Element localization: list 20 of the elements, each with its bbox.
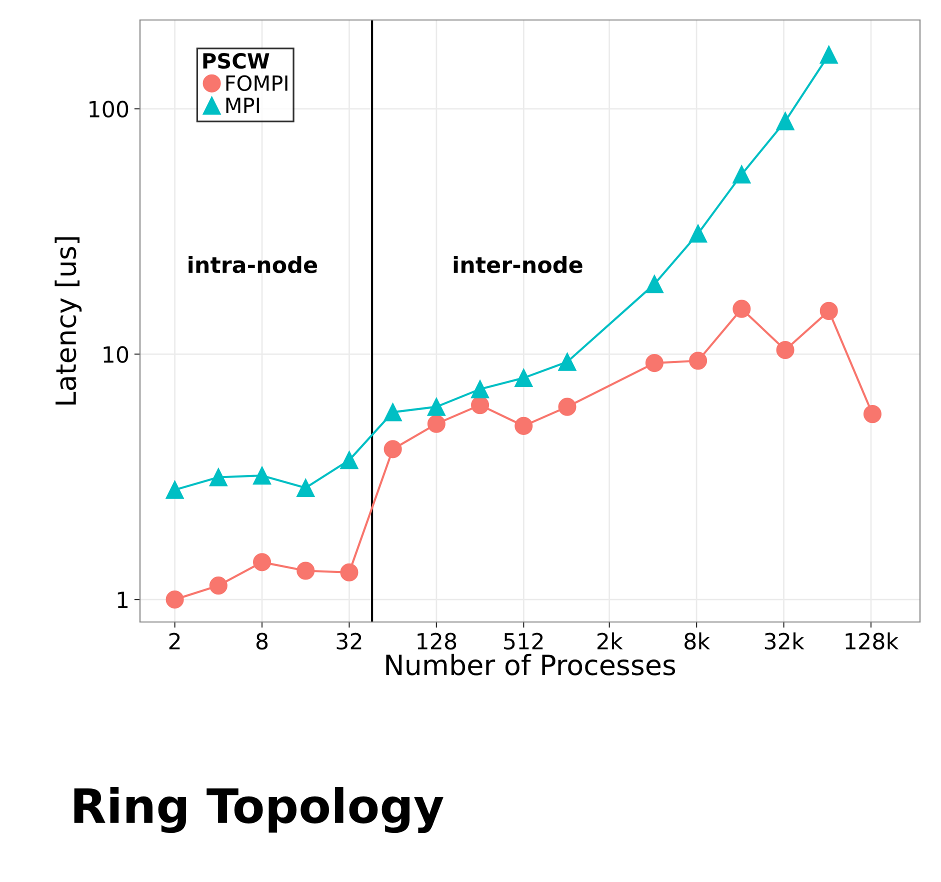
y-tick-label: 1 <box>118 592 128 608</box>
x-tick-label: 512 <box>504 632 543 650</box>
x-tick-label: 8k <box>684 632 710 650</box>
annotation: intra-node <box>188 256 318 274</box>
legend-label: FOMPI <box>226 75 288 92</box>
annotation: inter-node <box>454 256 582 274</box>
x-tick-label: 128k <box>846 632 899 650</box>
x-tick-label: 128 <box>418 632 456 650</box>
x-tick-label: 32k <box>764 632 804 650</box>
y-axis-title: Latency [us] <box>54 237 82 404</box>
legend-label: MPI <box>226 98 259 113</box>
y-tick-label: 10 <box>104 346 128 363</box>
x-tick-label: 2k <box>597 632 623 650</box>
text: Ring Topology <box>74 786 444 834</box>
x-tick-label: 2 <box>169 632 180 650</box>
x-tick-label: 8 <box>256 632 268 650</box>
x-tick-label: 32 <box>336 632 362 650</box>
legend-title: PSCW <box>203 53 270 69</box>
x-axis-title: Number of Processes <box>386 654 676 676</box>
y-tick-label: 100 <box>90 100 128 118</box>
